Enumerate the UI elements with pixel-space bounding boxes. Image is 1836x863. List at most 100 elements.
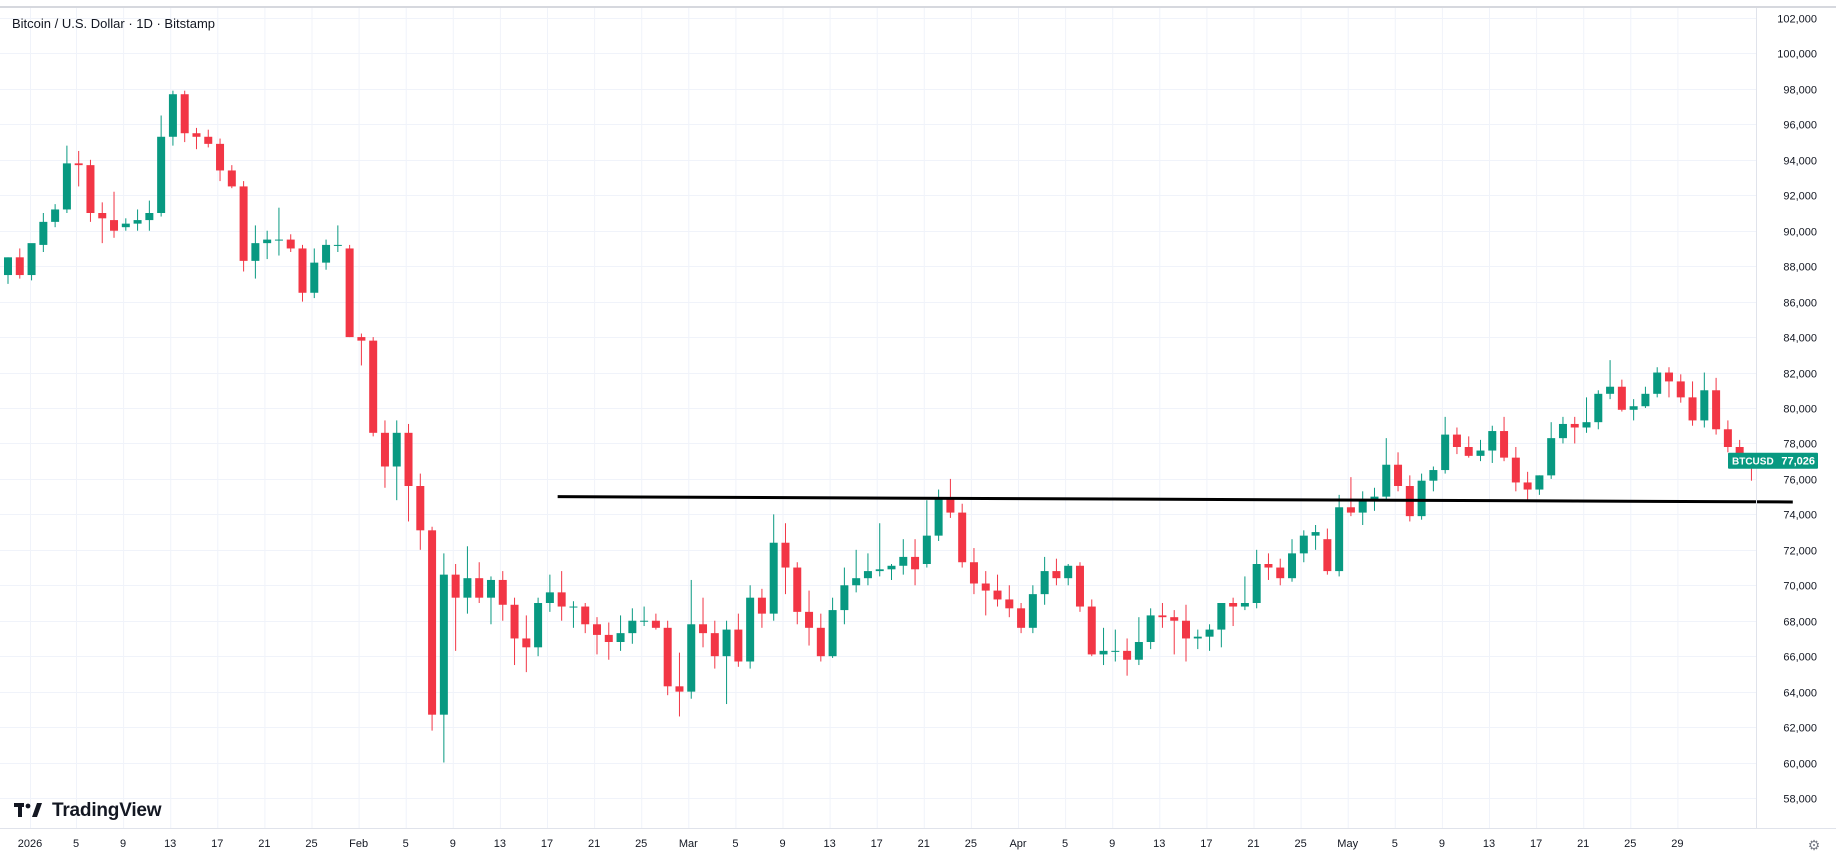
candle [145,200,154,231]
candle [581,603,590,634]
candle [1311,525,1320,550]
settings-gear-icon[interactable]: ⚙ [1807,836,1821,853]
price-axis[interactable]: 58,000 60,000 62,000 64,000 66,000 68,000 70,0… [1756,8,1818,828]
time-tick-label: 21 [1577,838,1589,850]
candle-body [216,143,225,171]
logo-text: TradingView [52,800,162,821]
time-tick-label: 17 [1530,838,1542,850]
candle-body [1688,397,1697,421]
candle [569,601,578,628]
trendline-layer [557,495,1793,504]
time-tick-label: 29 [1671,838,1683,850]
candle [1028,585,1037,634]
candle-body [110,220,119,231]
candle [651,613,660,630]
candle-body [298,248,307,293]
tradingview-logo[interactable]: TradingView [14,800,162,822]
top-border [0,6,1836,8]
candle [168,90,177,146]
candle [710,620,719,669]
candle [675,652,684,717]
time-tick-label: 13 [1483,838,1495,850]
price-tick-label: 86,000 [1783,298,1817,310]
price-tick-label: 80,000 [1783,404,1817,416]
candle [1346,477,1355,517]
price-tick-label: 64,000 [1783,688,1817,700]
candle [1641,386,1650,408]
candle-body [616,633,625,642]
candle [875,523,884,577]
candle [1146,608,1155,650]
candle [333,225,342,252]
candle-body [251,243,260,261]
candle-body [1629,406,1638,410]
candle-body [1535,475,1544,490]
candle [1664,367,1673,398]
candle-body [734,629,743,662]
candle-body [1488,431,1497,451]
price-tick-label: 94,000 [1783,156,1817,168]
time-tick-label: 21 [918,838,930,850]
candle [498,571,507,621]
candle-body [333,244,342,246]
candle [769,514,778,621]
support-trendline [557,495,1793,504]
candle-body [981,583,990,591]
candle-body [510,604,519,639]
candle [1052,558,1061,586]
candle-body [1641,393,1650,407]
price-tick-label: 84,000 [1783,333,1817,345]
candle-body [1523,482,1532,490]
candle-body [227,170,236,187]
candle-body [1500,431,1509,458]
candle-body [428,530,437,715]
candle-body [62,163,71,210]
candle [922,500,931,568]
candle [722,620,731,705]
candle-body [74,163,83,166]
candle-body [286,239,295,249]
candle [180,90,189,143]
candle-body [1382,464,1391,497]
candle [746,585,755,669]
candle [1570,416,1579,444]
candle [534,597,543,657]
candle [204,129,213,148]
time-tick-label: 5 [1062,838,1068,850]
candle-body [1464,447,1473,456]
candle [993,574,1002,607]
candle-body [1676,381,1685,398]
time-tick-label: 9 [1439,838,1445,850]
candle-body [345,248,354,338]
candle [1252,549,1261,609]
time-tick-label: 21 [1247,838,1259,850]
candle [286,234,295,252]
candle [1111,629,1120,662]
candle [899,539,908,575]
candle-body [534,603,543,648]
candle [1429,466,1438,492]
candle-body [1134,642,1143,660]
candle [1099,627,1108,666]
candle-body [1323,539,1332,572]
time-axis[interactable]: 2026 5 9 13 17 21 25 Feb 5 9 13 17 21 25 Mar 5 9 13 17 21 25… [0,828,1836,851]
candle-body [958,512,967,563]
candle-body [1476,450,1485,456]
candle [1064,564,1073,586]
candle-body [1311,532,1320,536]
candle-body [1264,564,1273,568]
candle-body [416,486,425,531]
candle [1535,475,1544,495]
candle-body [1570,423,1579,428]
candle [1170,610,1179,655]
time-tick-label: 25 [635,838,647,850]
candle-body [310,262,319,293]
candle [251,225,260,279]
candle-body [86,165,95,213]
time-tick-label: 9 [1109,838,1115,850]
candle [239,181,248,272]
candle-body [404,432,413,486]
candle-body [1700,390,1709,421]
candle-body [51,209,60,222]
